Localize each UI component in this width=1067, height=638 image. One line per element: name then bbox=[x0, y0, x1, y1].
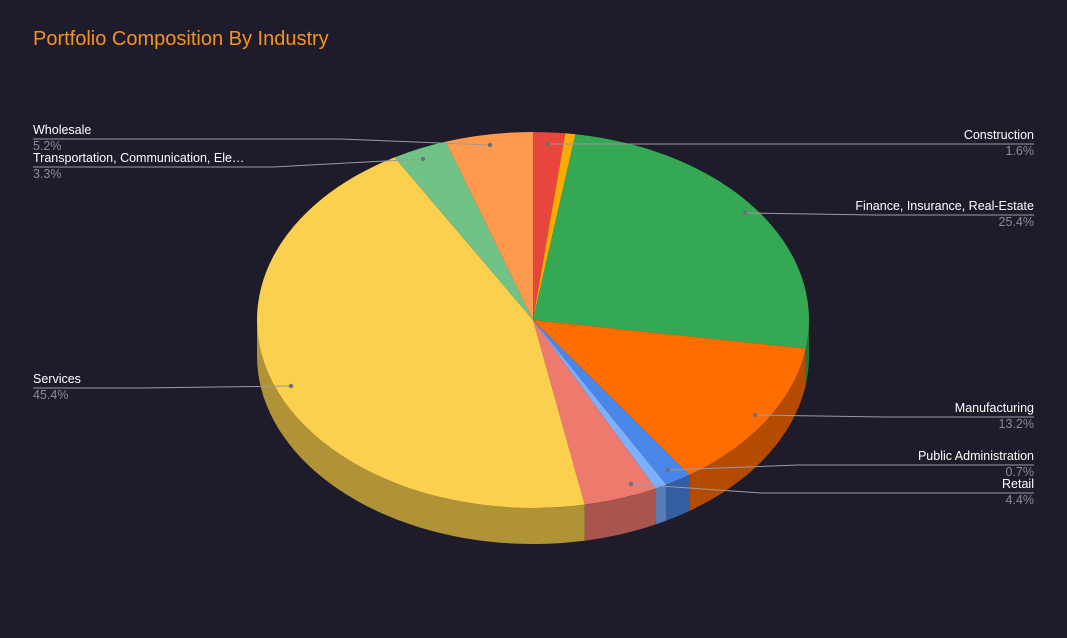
slice-public-administration bbox=[533, 320, 667, 489]
leader-dot-services bbox=[288, 383, 294, 389]
slice-side-services bbox=[257, 320, 585, 544]
leader-dot-finance-insurance-real-estate bbox=[742, 210, 748, 216]
label-pct-public-administration: 0.7% bbox=[1006, 465, 1035, 479]
leader-dot-wholesale bbox=[487, 142, 493, 148]
label-pct-transportation-communication-ele: 3.3% bbox=[33, 167, 62, 181]
leader-dot-public-administration bbox=[665, 467, 671, 473]
label-pct-manufacturing: 13.2% bbox=[999, 417, 1034, 431]
leader-line-public-administration bbox=[667, 464, 1034, 471]
slice-manufacturing bbox=[533, 320, 806, 475]
slice-side-manufacturing bbox=[689, 348, 806, 511]
slice-retail bbox=[533, 320, 656, 505]
leader-line-wholesale bbox=[33, 138, 491, 146]
leader-dot-transportation-communication-ele bbox=[420, 156, 426, 162]
chart-title: Portfolio Composition By Industry bbox=[33, 28, 329, 50]
slice-construction bbox=[533, 320, 690, 485]
leader-line-retail bbox=[630, 483, 1034, 494]
leader-line-transportation-communication-ele bbox=[33, 158, 424, 168]
leader-dot-construction bbox=[545, 141, 551, 147]
leader-line-finance-insurance-real-estate bbox=[744, 212, 1034, 216]
slice-services bbox=[256, 157, 585, 508]
label-retail: Retail bbox=[1002, 477, 1034, 491]
label-wholesale: Wholesale bbox=[33, 123, 91, 137]
leader-line-manufacturing bbox=[754, 414, 1034, 418]
pie-leader-lines bbox=[33, 138, 1034, 494]
leader-line-services bbox=[33, 385, 292, 389]
label-construction: Construction bbox=[964, 128, 1034, 142]
pie-labels: Finance, Insurance, Real-Estate 25.4% Manu… bbox=[33, 123, 1034, 507]
slice-wholesale bbox=[445, 132, 533, 320]
label-pct-services: 45.4% bbox=[33, 388, 68, 402]
slice-transportation-communication-ele bbox=[394, 141, 533, 320]
label-pct-wholesale: 5.2% bbox=[33, 139, 62, 153]
slice-side-finance-insurance-real-estate bbox=[805, 320, 809, 385]
label-finance-insurance-real-estate: Finance, Insurance, Real-Estate bbox=[855, 199, 1034, 213]
slice-finance-insurance-real-estate bbox=[533, 134, 810, 349]
label-public-administration: Public Administration bbox=[918, 449, 1034, 463]
label-transportation-communication-ele: Transportation, Communication, Ele… bbox=[33, 151, 244, 165]
label-manufacturing: Manufacturing bbox=[955, 401, 1034, 415]
label-pct-finance-insurance-real-estate: 25.4% bbox=[999, 215, 1034, 229]
pie-sides bbox=[257, 320, 809, 544]
slice-agriculture-forestry-fishing bbox=[533, 132, 566, 320]
slice-side-retail bbox=[584, 488, 656, 541]
pie-slices bbox=[256, 132, 810, 508]
leader-dot-manufacturing bbox=[752, 412, 758, 418]
slice-mining bbox=[533, 133, 576, 320]
label-pct-construction: 1.6% bbox=[1006, 144, 1035, 158]
leader-dot-retail bbox=[628, 481, 634, 487]
label-pct-retail: 4.4% bbox=[1006, 493, 1035, 507]
slice-side-public-administration bbox=[655, 484, 667, 525]
label-services: Services bbox=[33, 372, 81, 386]
